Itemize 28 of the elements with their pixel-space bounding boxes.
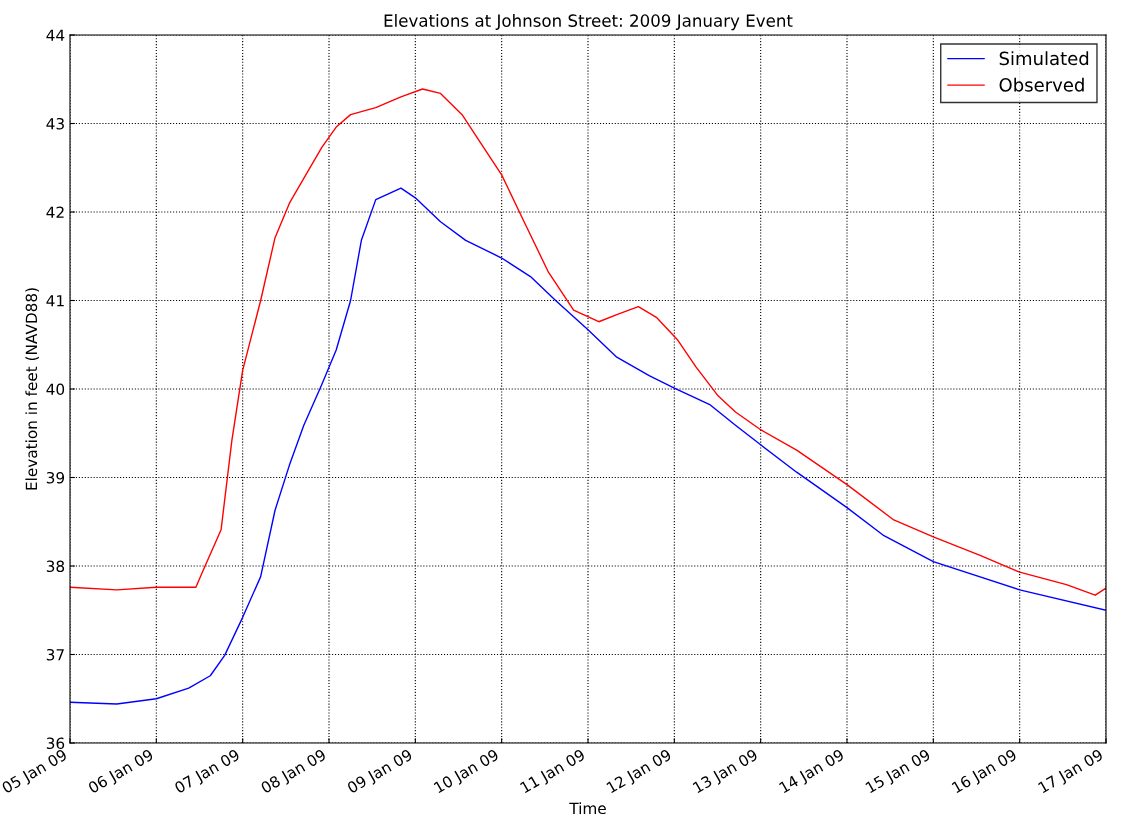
x-tick-label: 16 Jan 09 <box>951 748 1019 796</box>
y-tick-label: 44 <box>46 29 65 41</box>
y-tick-label: 39 <box>46 471 65 484</box>
y-tick-label: 43 <box>46 117 64 130</box>
x-tick-label: 05 Jan 09 <box>1 748 70 797</box>
x-tick-label: 15 Jan 09 <box>865 748 933 796</box>
x-tick-label: 06 Jan 09 <box>87 748 156 797</box>
x-tick-label: 14 Jan 09 <box>778 748 847 796</box>
y-tick-label: 42 <box>46 206 64 218</box>
y-tick-label: 41 <box>46 295 64 307</box>
y-tick-label: 38 <box>46 560 65 573</box>
x-tick-label: 12 Jan 09 <box>606 748 674 796</box>
y-tick-label: 36 <box>46 737 65 750</box>
x-tick-label: 09 Jan 09 <box>346 748 415 797</box>
y-tick-label: 40 <box>46 383 65 396</box>
x-tick-label: 10 Jan 09 <box>433 748 501 796</box>
x-axis-title: Time <box>569 802 606 815</box>
chart-title: Elevations at Johnson Street: 2009 January Event <box>384 14 793 31</box>
x-tick-label: 17 Jan 09 <box>1037 748 1106 796</box>
legend-label: Observed <box>999 77 1084 92</box>
line-series <box>70 187 1106 705</box>
x-tick-label: 07 Jan 09 <box>173 748 242 797</box>
x-tick-label: 13 Jan 09 <box>692 748 760 796</box>
legend-label: Simulated <box>999 51 1089 66</box>
y-axis-title: Elevation in feet (NAVD88) <box>25 288 39 490</box>
x-tick-label: 08 Jan 09 <box>260 748 329 797</box>
x-tick-label: 11 Jan 09 <box>519 748 588 796</box>
y-tick-label: 37 <box>46 648 64 661</box>
